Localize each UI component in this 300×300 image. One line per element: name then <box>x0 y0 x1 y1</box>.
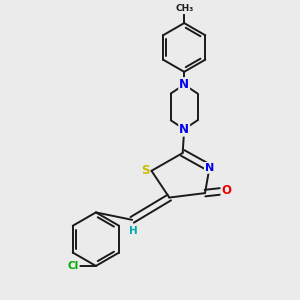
Text: N: N <box>205 163 214 173</box>
Text: Cl: Cl <box>68 261 79 271</box>
Text: CH₃: CH₃ <box>175 4 193 13</box>
Text: N: N <box>179 78 189 91</box>
Text: O: O <box>221 184 231 197</box>
Text: N: N <box>179 123 189 136</box>
Text: H: H <box>129 226 138 236</box>
Text: S: S <box>141 164 149 177</box>
